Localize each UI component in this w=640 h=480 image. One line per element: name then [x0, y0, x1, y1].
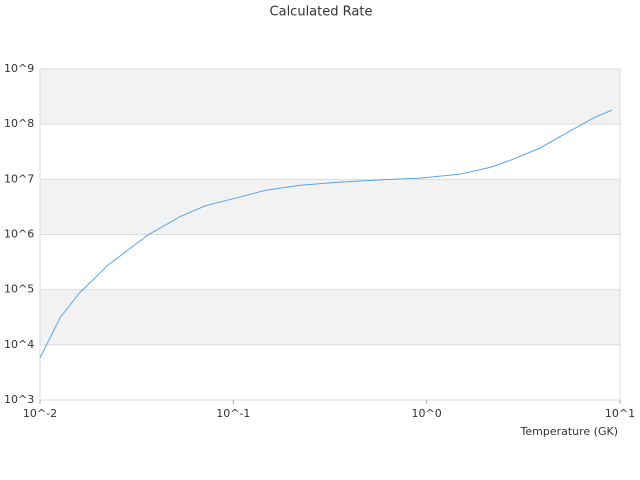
grid-band — [40, 179, 620, 235]
y-tick-label: 10^8 — [4, 117, 34, 130]
x-tick-label: 10^-1 — [216, 407, 250, 420]
x-tick-label: 10^0 — [412, 407, 442, 420]
data-line — [39, 109, 613, 359]
y-tick-label: 10^4 — [4, 338, 34, 351]
y-tick-label: 10^9 — [4, 62, 34, 75]
grid-band — [40, 289, 620, 345]
y-tick-label: 10^6 — [4, 228, 34, 241]
y-tick-label: 10^7 — [4, 172, 34, 185]
grid-band — [40, 69, 620, 125]
x-tick-label: 10^-2 — [23, 407, 57, 420]
y-tick-label: 10^5 — [4, 283, 34, 296]
chart-title: Calculated Rate — [270, 5, 373, 20]
x-tick-label: 10^1 — [605, 407, 635, 420]
x-axis-label: Temperature (GK) — [520, 425, 619, 438]
y-tick-label: 10^3 — [4, 393, 34, 406]
